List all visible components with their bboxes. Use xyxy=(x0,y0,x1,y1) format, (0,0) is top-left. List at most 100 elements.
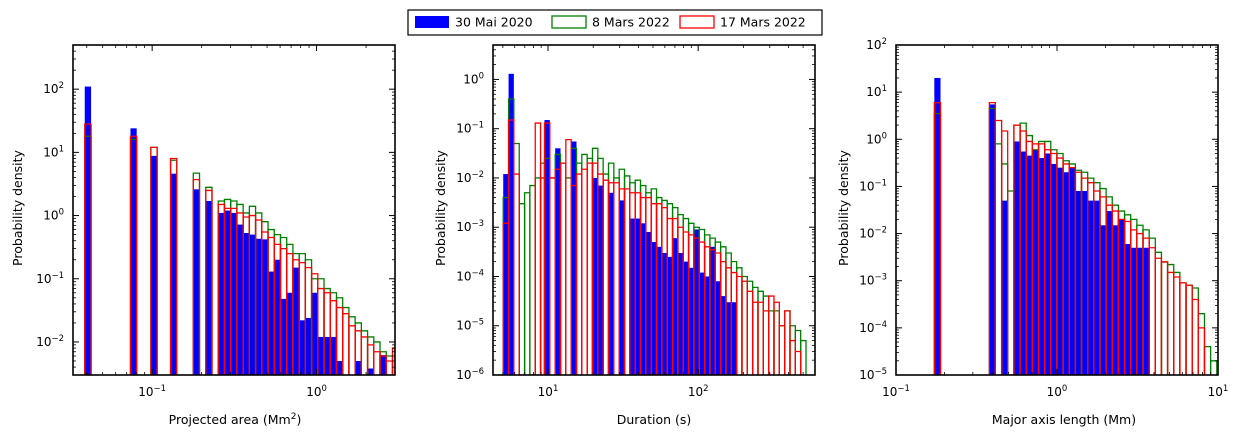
bar-30-mai-2020-20 xyxy=(305,317,312,375)
step-17-mars-2022-3 xyxy=(1000,130,1009,375)
bar-30-mai-2020-17 xyxy=(1099,225,1107,375)
step-17-mars-2022-1 xyxy=(129,135,138,375)
step-17-mars-2022-33 xyxy=(385,360,394,375)
step-17-mars-2022-20 xyxy=(613,182,620,375)
y-tick-label-major-axis-length-1: 10−4 xyxy=(859,320,887,335)
step-17-mars-2022-32 xyxy=(1179,282,1187,375)
bar-30-mai-2020-4 xyxy=(1020,151,1027,375)
bar-30-mai-2020-6 xyxy=(218,212,225,375)
step-8-mars-2022-24 xyxy=(623,175,631,375)
bar-30-mai-2020-7 xyxy=(1038,158,1045,375)
legend-frame xyxy=(407,9,823,36)
step-17-mars-2022-48 xyxy=(762,310,770,375)
step-17-mars-2022-31 xyxy=(373,351,381,375)
bar-30-mai-2020-2 xyxy=(1001,200,1008,375)
bar-30-mai-2020-0 xyxy=(934,77,941,375)
y-tick-label-duration-3: 10−3 xyxy=(456,219,484,234)
bar-30-mai-2020-22 xyxy=(699,272,705,375)
step-8-mars-2022-36 xyxy=(1203,345,1212,375)
y-tick-label-duration-1: 10−5 xyxy=(456,318,484,333)
bar-30-mai-2020-5 xyxy=(205,201,212,375)
panel-major-axis-length-frame xyxy=(895,44,1219,376)
step-17-mars-2022-30 xyxy=(1166,271,1175,375)
step-8-mars-2022-33 xyxy=(1185,284,1193,375)
bar-30-mai-2020-26 xyxy=(355,360,362,375)
y-tick-label-major-axis-length-0: 10−5 xyxy=(859,367,887,382)
step-17-mars-2022-54 xyxy=(794,350,802,375)
x-axis-label-duration: Duration (s) xyxy=(617,412,692,427)
bar-30-mai-2020-14 xyxy=(1081,190,1088,375)
bar-30-mai-2020-23 xyxy=(1136,247,1143,375)
step-8-mars-2022-29 xyxy=(1160,261,1169,375)
step-8-mars-2022-31 xyxy=(373,341,381,375)
plot-area xyxy=(497,73,807,375)
bar-30-mai-2020-19 xyxy=(299,320,306,375)
y-tick-label-major-axis-length-7: 102 xyxy=(866,37,887,52)
bar-30-mai-2020-22 xyxy=(317,336,325,375)
y-tick-label-duration-2: 10−4 xyxy=(456,268,484,283)
legend-label-series-1: 30 Mai 2020 xyxy=(455,15,533,30)
step-8-mars-2022-48 xyxy=(751,286,759,375)
legend-label-series-2: 8 Mars 2022 xyxy=(592,15,670,30)
bar-30-mai-2020-3 xyxy=(170,173,177,375)
bar-30-mai-2020-13 xyxy=(1075,190,1082,375)
bar-30-mai-2020-28 xyxy=(380,355,387,375)
step-17-mars-2022-33 xyxy=(1185,284,1193,375)
bar-30-mai-2020-12 xyxy=(1069,167,1076,375)
bar-30-mai-2020-24 xyxy=(709,246,716,375)
bar-30-mai-2020-1 xyxy=(989,104,996,375)
y-tick-label-duration-4: 10−2 xyxy=(456,170,484,185)
step-8-mars-2022-52 xyxy=(773,310,780,375)
x-tick-label-projected-area-1: 100 xyxy=(306,384,327,399)
x-tick-label-projected-area-0: 10−1 xyxy=(138,384,166,399)
step-8-mars-2022-27 xyxy=(1148,237,1156,375)
step-8-mars-2022-49 xyxy=(757,290,764,375)
panel-projected-area: 10−2 10−1 100 101 102 10−1 100 Projected area … xyxy=(10,44,396,427)
step-17-mars-2022-4 xyxy=(192,179,201,375)
bar-30-mai-2020-18 xyxy=(677,252,684,375)
step-17-mars-2022-49 xyxy=(768,295,775,375)
bar-30-mai-2020-5 xyxy=(1026,155,1033,375)
step-8-mars-2022-22 xyxy=(613,177,620,375)
step-17-mars-2022-27 xyxy=(348,325,356,375)
step-17-mars-2022-5 xyxy=(534,122,542,375)
bar-30-mai-2020-24 xyxy=(330,336,337,375)
step-8-mars-2022-54 xyxy=(784,310,791,375)
panel-projected-area-frame xyxy=(72,44,396,376)
y-tick-label-duration-0: 10−6 xyxy=(456,367,484,382)
step-17-mars-2022-2 xyxy=(513,173,520,375)
step-8-mars-2022-28 xyxy=(1154,251,1163,375)
bar-30-mai-2020-0 xyxy=(84,86,92,375)
step-17-mars-2022-11 xyxy=(565,138,572,375)
bar-30-mai-2020-18 xyxy=(1106,211,1113,375)
step-8-mars-2022-33 xyxy=(385,355,394,375)
bar-30-mai-2020-2 xyxy=(544,120,550,375)
step-8-mars-2022-35 xyxy=(1197,313,1206,375)
step-17-mars-2022-2 xyxy=(150,146,158,375)
step-17-mars-2022-35 xyxy=(1197,327,1206,375)
bar-30-mai-2020-8 xyxy=(619,200,625,375)
y-tick-label-major-axis-length-2: 10−3 xyxy=(859,273,887,288)
panel-duration-frame xyxy=(492,44,816,376)
bar-30-mai-2020-15 xyxy=(1087,200,1094,375)
step-17-mars-2022-22 xyxy=(623,188,631,375)
step-17-mars-2022-8 xyxy=(549,177,556,375)
step-17-mars-2022-14 xyxy=(581,168,588,375)
step-8-mars-2022-7 xyxy=(534,177,542,375)
plot-area xyxy=(84,86,395,375)
bar-30-mai-2020-24 xyxy=(1142,247,1150,375)
bar-30-mai-2020-4 xyxy=(571,141,577,375)
legend-swatch-series-3 xyxy=(679,15,715,29)
bar-30-mai-2020-1 xyxy=(508,73,514,375)
x-tick-label-major-axis-length-0: 10−1 xyxy=(882,384,910,399)
bar-30-mai-2020-7 xyxy=(608,192,614,375)
bar-30-mai-2020-22 xyxy=(1130,247,1137,375)
step-8-mars-2022-12 xyxy=(559,162,567,375)
step-17-mars-2022-44 xyxy=(741,280,748,375)
bar-30-mai-2020-7 xyxy=(224,210,231,375)
x-tick-label-major-axis-length-2: 101 xyxy=(1208,384,1229,399)
bar-30-mai-2020-9 xyxy=(1050,163,1057,375)
plot-area xyxy=(933,77,1218,375)
step-17-mars-2022-53 xyxy=(789,339,796,375)
